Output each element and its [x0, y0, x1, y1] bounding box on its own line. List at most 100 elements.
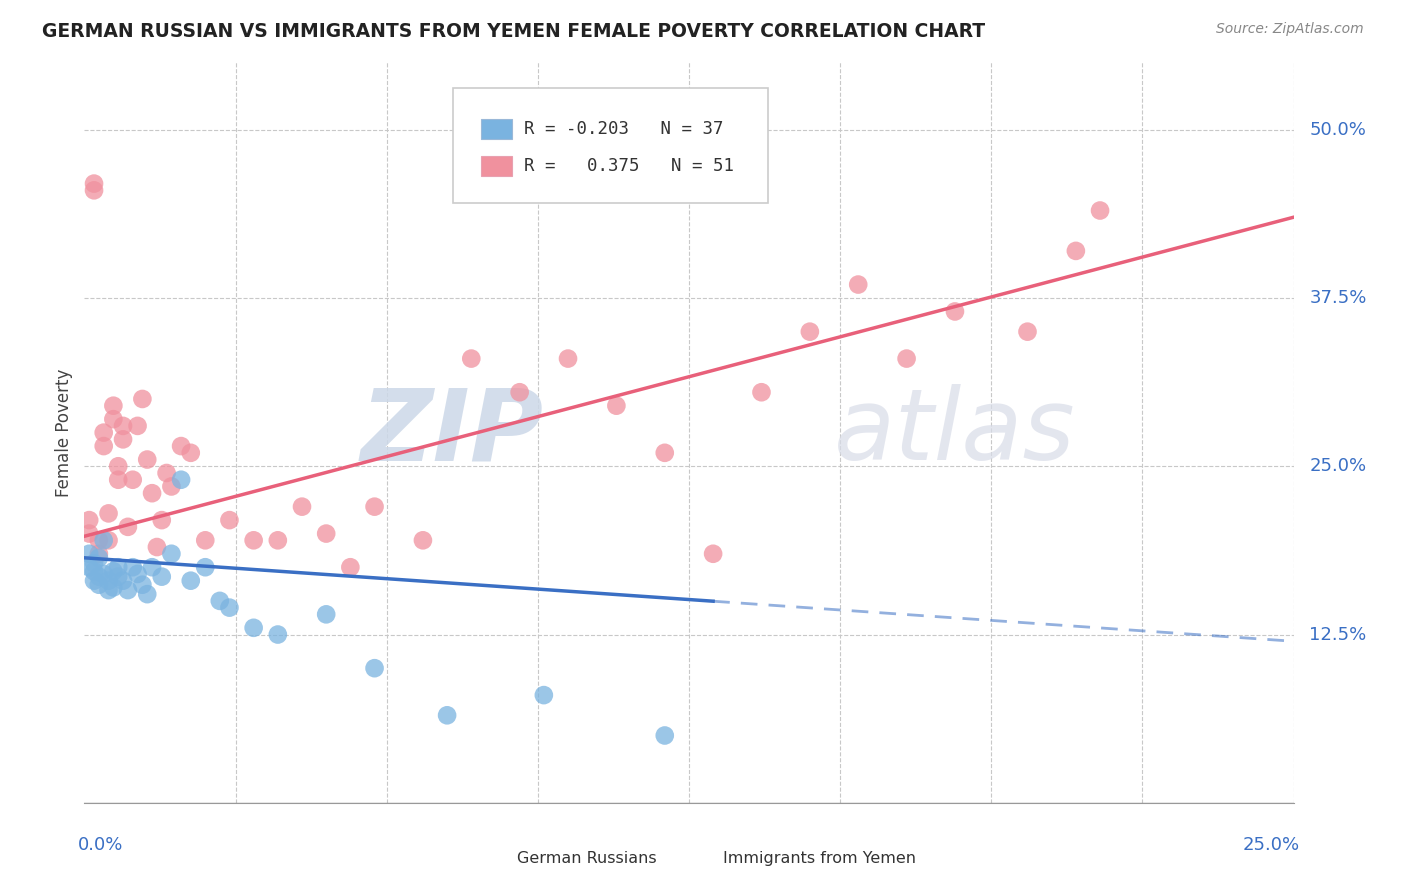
Point	[315, 526, 337, 541]
Point	[170, 473, 193, 487]
Point	[170, 439, 193, 453]
Point	[150, 513, 173, 527]
Point	[846, 277, 869, 292]
Point	[107, 459, 129, 474]
Text: atlas: atlas	[834, 384, 1076, 481]
Point	[136, 587, 159, 601]
Point	[83, 556, 105, 570]
Point	[799, 325, 821, 339]
Point	[896, 351, 918, 366]
Point	[87, 547, 110, 561]
Point	[460, 351, 482, 366]
Point	[1017, 325, 1039, 339]
Point	[83, 564, 105, 578]
Point	[533, 688, 555, 702]
Point	[107, 569, 129, 583]
Point	[218, 600, 240, 615]
Point	[112, 418, 135, 433]
Point	[131, 392, 153, 406]
Point	[97, 507, 120, 521]
Point	[93, 566, 115, 581]
Point	[103, 564, 125, 578]
Point	[654, 446, 676, 460]
Point	[1064, 244, 1087, 258]
Point	[93, 439, 115, 453]
Point	[751, 385, 773, 400]
Point	[943, 304, 966, 318]
Point	[121, 560, 143, 574]
Text: ZIP: ZIP	[361, 384, 544, 481]
Point	[194, 560, 217, 574]
Point	[97, 583, 120, 598]
Point	[218, 513, 240, 527]
Point	[291, 500, 314, 514]
Text: 25.0%: 25.0%	[1243, 836, 1299, 855]
Point	[412, 533, 434, 548]
Point	[93, 533, 115, 548]
Point	[654, 729, 676, 743]
Point	[117, 583, 139, 598]
Text: Source: ZipAtlas.com: Source: ZipAtlas.com	[1216, 22, 1364, 37]
Point	[107, 473, 129, 487]
Point	[112, 574, 135, 588]
Point	[77, 547, 100, 561]
Text: 37.5%: 37.5%	[1309, 289, 1367, 307]
Point	[194, 533, 217, 548]
Text: R =   0.375   N = 51: R = 0.375 N = 51	[524, 157, 734, 175]
Point	[605, 399, 627, 413]
Point	[77, 526, 100, 541]
Point	[77, 513, 100, 527]
Point	[315, 607, 337, 622]
Point	[131, 578, 153, 592]
Point	[267, 533, 290, 548]
Point	[436, 708, 458, 723]
Point	[97, 533, 120, 548]
Point	[87, 578, 110, 592]
Point	[117, 520, 139, 534]
FancyBboxPatch shape	[482, 850, 512, 868]
Text: 25.0%: 25.0%	[1309, 458, 1367, 475]
Point	[103, 399, 125, 413]
Point	[363, 500, 385, 514]
FancyBboxPatch shape	[481, 156, 512, 176]
Point	[87, 550, 110, 565]
Point	[180, 446, 202, 460]
Text: Immigrants from Yemen: Immigrants from Yemen	[723, 851, 915, 866]
Point	[267, 627, 290, 641]
Point	[242, 533, 264, 548]
Point	[160, 479, 183, 493]
FancyBboxPatch shape	[481, 120, 512, 138]
Text: German Russians: German Russians	[517, 851, 657, 866]
Point	[127, 418, 149, 433]
Point	[136, 452, 159, 467]
Point	[557, 351, 579, 366]
Text: 0.0%: 0.0%	[79, 836, 124, 855]
Point	[97, 574, 120, 588]
Point	[112, 433, 135, 447]
Point	[702, 547, 724, 561]
FancyBboxPatch shape	[453, 88, 768, 203]
Point	[146, 540, 169, 554]
Point	[180, 574, 202, 588]
Text: 50.0%: 50.0%	[1309, 120, 1367, 139]
Point	[87, 533, 110, 548]
Point	[363, 661, 385, 675]
Text: GERMAN RUSSIAN VS IMMIGRANTS FROM YEMEN FEMALE POVERTY CORRELATION CHART: GERMAN RUSSIAN VS IMMIGRANTS FROM YEMEN …	[42, 22, 986, 41]
Point	[1088, 203, 1111, 218]
Point	[141, 486, 163, 500]
Point	[160, 547, 183, 561]
Point	[83, 183, 105, 197]
Point	[103, 412, 125, 426]
Point	[150, 569, 173, 583]
Point	[141, 560, 163, 574]
Point	[107, 560, 129, 574]
Point	[509, 385, 531, 400]
Text: R = -0.203   N = 37: R = -0.203 N = 37	[524, 120, 724, 138]
Point	[83, 177, 105, 191]
FancyBboxPatch shape	[688, 850, 717, 868]
Point	[339, 560, 361, 574]
Text: 12.5%: 12.5%	[1309, 625, 1367, 643]
Point	[103, 581, 125, 595]
Point	[127, 566, 149, 581]
Point	[93, 425, 115, 440]
